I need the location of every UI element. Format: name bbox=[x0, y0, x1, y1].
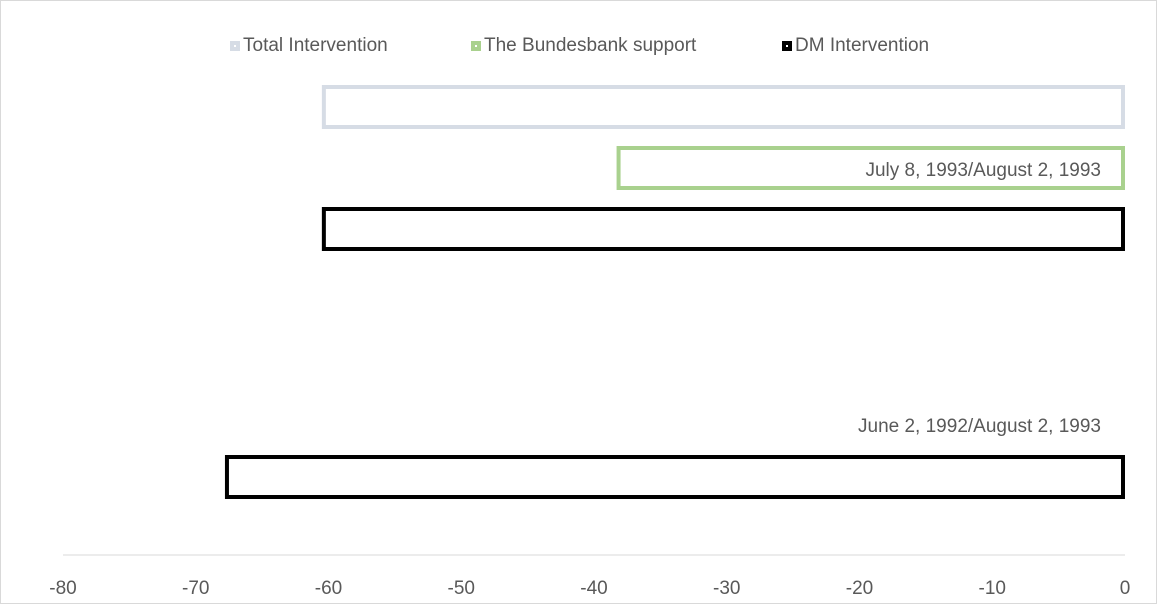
category-label-0: June 2, 1992/August 2, 1993 bbox=[858, 416, 1101, 437]
legend-swatch-dm-intervention bbox=[782, 41, 792, 51]
legend-label-dm-intervention: DM Intervention bbox=[795, 35, 930, 56]
x-tick-label: 0 bbox=[1120, 578, 1131, 599]
bar-the-bundesbank-support-1 bbox=[616, 146, 1125, 190]
x-tick-label: -80 bbox=[49, 578, 76, 599]
x-tick-label: -20 bbox=[846, 578, 873, 599]
x-tick-label: -60 bbox=[315, 578, 342, 599]
legend-label-total-intervention: Total Intervention bbox=[243, 35, 388, 56]
x-tick-label: -40 bbox=[580, 578, 607, 599]
legend-item-total-intervention: Total Intervention bbox=[230, 35, 388, 57]
x-tick-label: -50 bbox=[448, 578, 475, 599]
legend-item-bundesbank-support: The Bundesbank support bbox=[471, 35, 696, 57]
bar-dm-intervention-0 bbox=[224, 455, 1125, 499]
x-tick-label: -10 bbox=[979, 578, 1006, 599]
legend-swatch-bundesbank-support bbox=[471, 41, 481, 51]
bar-total-intervention-1 bbox=[321, 85, 1125, 129]
x-tick-label: -30 bbox=[713, 578, 740, 599]
x-tick-label: -70 bbox=[182, 578, 209, 599]
legend-label-bundesbank-support: The Bundesbank support bbox=[484, 35, 697, 56]
category-label-1: July 8, 1993/August 2, 1993 bbox=[865, 160, 1101, 181]
legend-swatch-total-intervention bbox=[230, 41, 240, 51]
legend-item-dm-intervention: DM Intervention bbox=[782, 35, 929, 57]
bar-dm-intervention-1 bbox=[321, 207, 1125, 251]
legend: Total Intervention The Bundesbank suppor… bbox=[1, 35, 1156, 61]
